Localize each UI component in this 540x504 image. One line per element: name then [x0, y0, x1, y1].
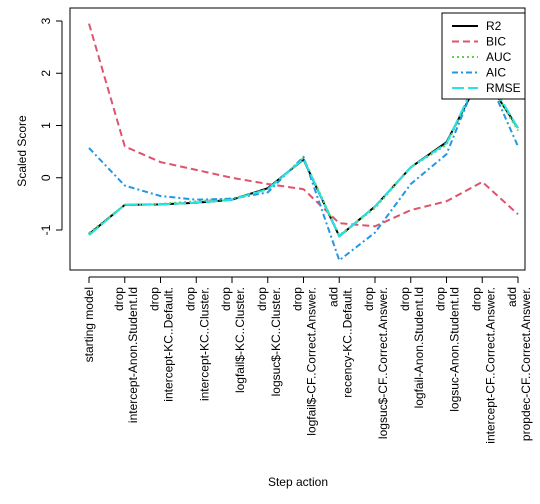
- x-tick-label: addpropdec-CF..Correct.Answer.: [505, 287, 533, 441]
- y-tick-label: 2: [39, 70, 53, 77]
- x-tick-label-line: intercept-Anon.Student.Id: [126, 287, 140, 423]
- x-tick-label-line: intercept-KC..Cluster.: [197, 287, 211, 401]
- x-tick-label-line: drop: [434, 287, 448, 311]
- series-line-rmse: [88, 67, 519, 238]
- y-tick-label: 3: [39, 17, 53, 24]
- x-tick-label: droplogfail$-KC..Cluster.: [219, 287, 247, 393]
- x-tick-label-line: add: [326, 287, 340, 307]
- y-tick-label: 0: [39, 174, 53, 181]
- x-tick-label-line: drop: [398, 287, 412, 311]
- y-axis: -1 0 1 2 3: [39, 17, 63, 235]
- y-tick-label: -1: [39, 224, 53, 235]
- legend-label-bic: BIC: [486, 35, 506, 49]
- x-tick-label-line: drop: [255, 287, 269, 311]
- legend-label-auc: AUC: [486, 50, 512, 64]
- plot-area: [69, 7, 526, 271]
- legend-label-r2: R2: [486, 19, 502, 33]
- x-tick-label-line: logsuc-Anon.Student.Id: [448, 287, 462, 412]
- x-tick-label-line: logfail$-KC..Cluster.: [233, 287, 247, 393]
- x-axis: starting model dropintercept-Anon.Student…: [82, 276, 533, 444]
- x-tick-label-line: recency-KC..Default.: [340, 287, 354, 398]
- x-tick-label: dropintercept-KC..Default.: [148, 287, 176, 402]
- x-tick-label-line: drop: [469, 287, 483, 311]
- x-tick-label-line: drop: [362, 287, 376, 311]
- x-tick-label-line: propdec-CF..Correct.Answer.: [519, 287, 533, 441]
- x-tick-label-line: drop: [183, 287, 197, 311]
- x-tick-label: droplogfail-Anon.Student.Id: [398, 287, 426, 409]
- x-tick-label-line: drop: [219, 287, 233, 311]
- x-tick-label: dropintercept-CF..Correct.Answer.: [469, 287, 497, 444]
- x-tick-label: dropintercept-Anon.Student.Id: [112, 287, 140, 423]
- y-axis-title: Scaled Score: [15, 115, 29, 187]
- x-tick-label: droplogsuc$-CF..Correct.Answer.: [362, 287, 390, 439]
- x-tick-label: addrecency-KC..Default.: [326, 287, 354, 398]
- series-layer: [88, 23, 519, 262]
- x-tick-label-line: intercept-CF..Correct.Answer.: [483, 287, 497, 444]
- x-tick-label-line: intercept-KC..Default.: [162, 287, 176, 402]
- plot-frame: [69, 7, 526, 271]
- x-tick-label-line: logsuc$-KC..Cluster.: [269, 287, 283, 396]
- x-tick-label: droplogfail$-CF..Correct.Answer.: [291, 287, 319, 436]
- x-tick-label-line: drop: [291, 287, 305, 311]
- x-tick-label-line: drop: [112, 287, 126, 311]
- x-tick-label-line: add: [505, 287, 519, 307]
- x-tick-label: dropintercept-KC..Cluster.: [183, 287, 211, 401]
- x-tick-label-line: drop: [148, 287, 162, 311]
- series-line-aic: [88, 64, 519, 262]
- x-tick-label: droplogsuc-Anon.Student.Id: [434, 287, 462, 412]
- x-tick-label: droplogsuc$-KC..Cluster.: [255, 287, 283, 397]
- x-tick-label-line: logfail-Anon.Student.Id: [412, 287, 426, 408]
- x-axis-title: Step action: [268, 475, 328, 489]
- legend-label-rmse: RMSE: [486, 81, 521, 95]
- x-tick-label-line: logsuc$-CF..Correct.Answer.: [376, 287, 390, 439]
- x-tick-label: starting model: [82, 287, 96, 362]
- y-tick-label: 1: [39, 122, 53, 129]
- legend-label-aic: AIC: [486, 66, 506, 80]
- series-line-bic: [88, 23, 519, 228]
- legend-box: [441, 12, 526, 100]
- x-tick-label-line: logfail$-CF..Correct.Answer.: [305, 287, 319, 436]
